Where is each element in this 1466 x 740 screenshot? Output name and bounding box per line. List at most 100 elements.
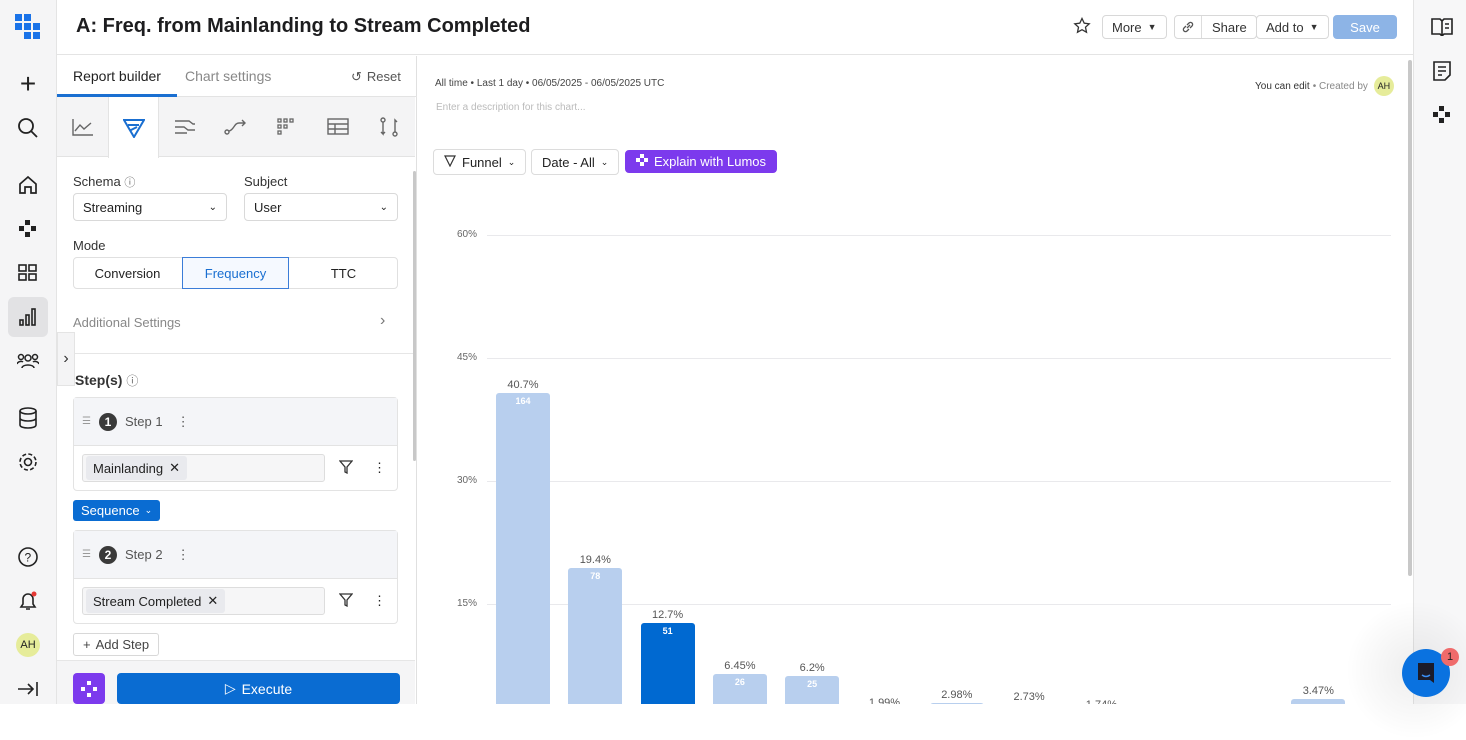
chevron-down-icon: ⌄ <box>208 201 217 213</box>
subject-select[interactable]: User ⌄ <box>244 193 398 221</box>
panel-scrollbar[interactable] <box>413 171 416 461</box>
event-input[interactable]: Mainlanding ✕ <box>82 454 325 482</box>
drag-handle-icon[interactable]: ☰ <box>82 549 91 560</box>
bar-count-label: 51 <box>662 625 673 636</box>
bar-count-label: 78 <box>590 570 601 581</box>
play-icon: ▷ <box>224 680 236 696</box>
funnel-chart: 15% 30% 45% 60% 40.7% 164 19.4% 78 12.7% 51 6.45% 2… <box>417 56 1413 704</box>
search-icon[interactable] <box>8 108 48 148</box>
left-nav: + ? AH <box>0 0 57 704</box>
funnel-bar[interactable] <box>568 567 623 704</box>
more-button[interactable]: More ▼ <box>1102 15 1167 39</box>
lumos-button[interactable] <box>73 673 105 704</box>
help-icon[interactable]: ? <box>8 537 48 577</box>
tab-chart-settings[interactable]: Chart settings <box>185 68 272 84</box>
reset-icon: ↺ <box>351 69 362 84</box>
filter-icon[interactable] <box>338 459 354 477</box>
funnel-bar[interactable] <box>1291 698 1346 704</box>
page-title: A: Freq. from Mainlanding to Stream Comp… <box>76 15 531 37</box>
user-avatar[interactable]: AH <box>8 625 48 665</box>
funnel-bar[interactable] <box>929 702 984 704</box>
mode-conversion[interactable]: Conversion <box>94 265 161 281</box>
chat-notification-badge: 1 <box>1441 648 1459 666</box>
chevron-down-icon: ⌄ <box>144 505 153 515</box>
bar-percent-label: 3.47% <box>1302 684 1334 697</box>
insights-chart-icon[interactable] <box>57 97 108 157</box>
app-logo-icon[interactable] <box>8 7 48 47</box>
execute-button[interactable]: ▷ Execute <box>117 673 400 704</box>
additional-settings[interactable]: Additional Settings <box>73 315 181 330</box>
info-icon: ⓘ <box>124 177 136 189</box>
dashboards-icon[interactable] <box>8 253 48 293</box>
table-icon[interactable] <box>312 97 363 157</box>
svg-text:?: ? <box>25 551 32 565</box>
funnel-bar[interactable] <box>640 622 695 704</box>
drag-handle-icon[interactable]: ☰ <box>82 416 91 427</box>
tab-report-builder[interactable]: Report builder <box>73 68 161 84</box>
main-scrollbar[interactable] <box>1408 60 1412 576</box>
docs-book-icon[interactable] <box>1431 18 1453 39</box>
share-button[interactable]: Share <box>1174 15 1257 39</box>
retention-grid-icon[interactable] <box>261 97 312 157</box>
sequence-dropdown[interactable]: Sequence ⌄ <box>73 500 161 521</box>
plus-icon[interactable]: + <box>19 68 37 99</box>
settings-icon[interactable] <box>8 442 48 482</box>
compare-icon[interactable] <box>363 97 414 157</box>
schema-label: Schema ⓘ <box>73 174 136 189</box>
description-input[interactable]: Enter a description for this chart... <box>436 102 586 113</box>
right-rail <box>1413 0 1466 704</box>
lumos-icon <box>636 154 648 169</box>
mode-frequency[interactable]: Frequency <box>182 257 289 289</box>
collapse-nav-icon[interactable] <box>8 669 48 709</box>
users-icon[interactable] <box>8 341 48 381</box>
lumos-icon[interactable] <box>1433 106 1451 127</box>
notifications-icon[interactable] <box>8 581 48 621</box>
remove-icon[interactable]: ✕ <box>207 593 219 608</box>
event-chip: Mainlanding ✕ <box>86 456 188 480</box>
kebab-menu-icon[interactable]: ⋮ <box>373 593 386 608</box>
expand-panel-toggle[interactable]: › <box>57 332 75 386</box>
caret-down-icon: ▼ <box>1147 22 1157 32</box>
explain-with-lumos-button[interactable]: Explain with Lumos <box>625 150 777 173</box>
funnel-bar[interactable] <box>712 674 767 704</box>
remove-icon[interactable]: ✕ <box>169 460 181 475</box>
flows-icon[interactable] <box>159 97 210 157</box>
star-icon[interactable] <box>1073 16 1091 38</box>
date-range-meta: All time • Last 1 day • 06/05/2025 - 06/… <box>435 78 665 89</box>
lumos-icon <box>81 680 97 697</box>
save-button[interactable]: Save <box>1333 15 1397 39</box>
kebab-menu-icon[interactable]: ⋮ <box>373 460 386 475</box>
home-icon[interactable] <box>8 165 48 205</box>
notes-icon[interactable] <box>1433 61 1451 84</box>
mode-ttc[interactable]: TTC <box>330 265 357 281</box>
y-tick-label: 15% <box>456 598 477 609</box>
kebab-menu-icon[interactable]: ⋮ <box>176 546 190 562</box>
bar-count-label: 25 <box>807 679 818 690</box>
step-card: ☰ 1 Step 1 ⋮ Mainlanding ✕ ⋮ <box>73 397 398 491</box>
chevron-down-icon: ⌄ <box>379 201 388 213</box>
funnel-dropdown[interactable]: Funnel ⌄ <box>433 149 527 175</box>
database-icon[interactable] <box>8 398 48 438</box>
chevron-right-icon[interactable]: › <box>380 312 386 329</box>
journeys-icon[interactable] <box>210 97 261 157</box>
lumos-icon[interactable] <box>8 209 48 249</box>
add-step-button[interactable]: + Add Step <box>73 633 160 656</box>
chat-icon <box>1418 663 1434 683</box>
reports-icon[interactable] <box>8 297 48 337</box>
link-icon[interactable] <box>1175 16 1202 38</box>
y-tick-label: 60% <box>456 229 477 240</box>
funnel-bar[interactable] <box>496 393 550 704</box>
reset-button[interactable]: ↺ Reset <box>351 69 401 84</box>
add-to-button[interactable]: Add to ▼ <box>1256 15 1329 39</box>
date-dropdown[interactable]: Date - All ⌄ <box>531 149 620 175</box>
step-card: ☰ 2 Step 2 ⋮ Stream Completed ✕ ⋮ <box>73 530 398 624</box>
kebab-menu-icon[interactable]: ⋮ <box>176 413 190 429</box>
funnel-chart-icon[interactable] <box>108 97 159 158</box>
filter-icon[interactable] <box>338 592 354 610</box>
funnel-bar[interactable] <box>785 676 840 704</box>
schema-select[interactable]: Streaming ⌄ <box>73 193 227 221</box>
bar-percent-label: 2.73% <box>1013 690 1045 703</box>
mode-label: Mode <box>73 238 106 253</box>
report-builder-panel: Report builder Chart settings ↺ Reset Sch… <box>57 56 417 704</box>
event-input[interactable]: Stream Completed ✕ <box>82 587 325 615</box>
